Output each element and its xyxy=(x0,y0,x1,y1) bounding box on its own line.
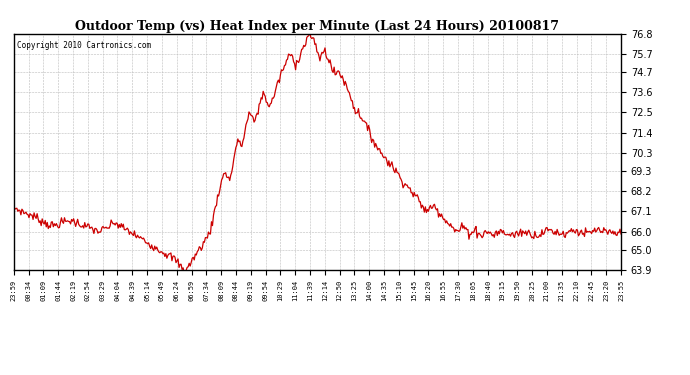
Text: Copyright 2010 Cartronics.com: Copyright 2010 Cartronics.com xyxy=(17,41,151,50)
Title: Outdoor Temp (vs) Heat Index per Minute (Last 24 Hours) 20100817: Outdoor Temp (vs) Heat Index per Minute … xyxy=(75,20,560,33)
